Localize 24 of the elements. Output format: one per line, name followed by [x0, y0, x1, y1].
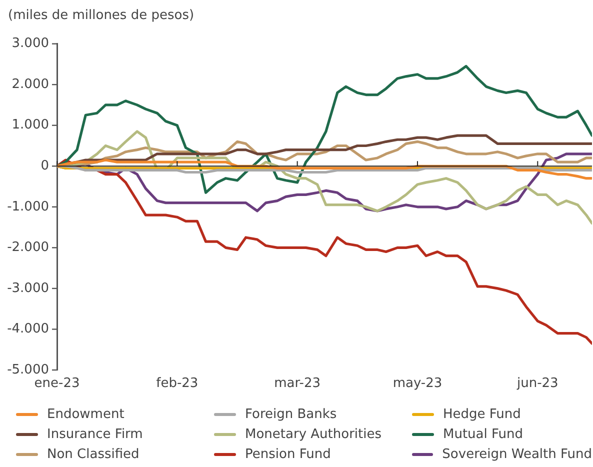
x-tick-label: mar-23 [274, 376, 321, 392]
legend-label: Non Classified [47, 447, 140, 462]
x-tick-label: jun-23 [516, 376, 558, 392]
y-tick-label: 2.000 [12, 76, 49, 92]
y-tick-label: -4.000 [7, 322, 49, 337]
x-tick-label: feb-23 [156, 376, 198, 392]
x-tick-label: ene-23 [34, 376, 80, 392]
legend-label: Sovereign Wealth Fund [442, 447, 592, 462]
y-tick-label: -3.000 [7, 280, 49, 296]
x-tick-label: may-23 [392, 376, 442, 392]
legend-label: Monetary Authorities [245, 427, 382, 442]
legend-label: Foreign Banks [245, 407, 337, 422]
legend-label: Hedge Fund [443, 407, 521, 422]
y-tick-label: -2.000 [7, 240, 49, 256]
legend-label: Insurance Firm [47, 427, 143, 442]
y-tick-label: 0 [40, 158, 49, 174]
y-axis-title: (miles de millones de pesos) [8, 8, 194, 23]
legend-label: Pension Fund [245, 447, 331, 462]
legend-label: Endowment [47, 407, 124, 422]
y-tick-label: 3.000 [12, 36, 49, 52]
y-tick-label: 1.000 [12, 118, 49, 133]
y-tick-label: -1.000 [7, 199, 49, 214]
legend-label: Mutual Fund [443, 427, 523, 442]
y-tick-label: -5.000 [7, 362, 49, 378]
